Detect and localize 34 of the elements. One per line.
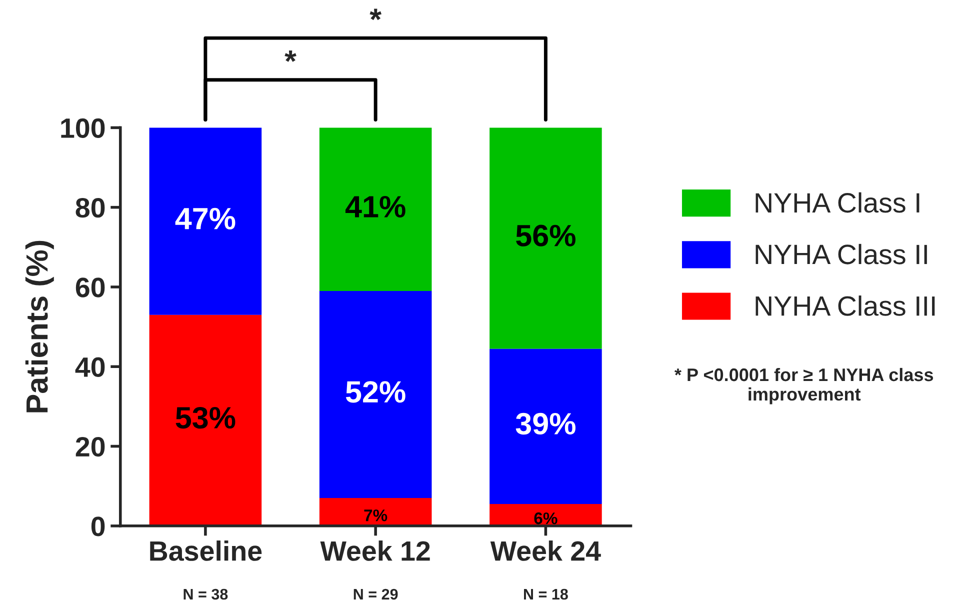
data-label: 47% xyxy=(175,208,236,230)
y-tick-label: 0 xyxy=(91,516,105,536)
data-label: 7% xyxy=(364,509,388,522)
bar xyxy=(319,128,432,291)
legend-label: NYHA Class I xyxy=(756,192,920,213)
y-tick-label: 100 xyxy=(61,118,105,138)
text: N = 38 xyxy=(184,588,228,600)
legend-label: NYHA Class III xyxy=(756,296,935,316)
bar xyxy=(149,128,262,315)
bar xyxy=(149,314,262,526)
y-tick-label: 40 xyxy=(75,357,105,377)
data-label: 53% xyxy=(176,406,236,429)
text: * xyxy=(284,50,296,62)
data-label: 6% xyxy=(534,512,558,524)
data-label: 52% xyxy=(346,381,406,403)
x-tick-label: Baseline xyxy=(150,540,262,561)
bar xyxy=(490,128,602,349)
bar xyxy=(319,290,432,498)
data-label: 39% xyxy=(516,412,576,435)
bar xyxy=(490,348,602,504)
text: * xyxy=(370,8,382,20)
bar xyxy=(319,498,432,526)
text: N = 18 xyxy=(524,588,568,600)
data-label: 56% xyxy=(516,224,576,246)
text: * P <0.0001 for ≥ 1 NYHA class improvement xyxy=(674,368,934,404)
data-label: 41% xyxy=(345,196,406,218)
legend-label: NYHA Class II xyxy=(756,244,927,264)
y-tick-label: 20 xyxy=(76,436,105,457)
text: N = 29 xyxy=(354,588,398,600)
x-tick-label: Week 24 xyxy=(490,540,601,561)
y-tick-label: 60 xyxy=(76,278,105,298)
y-tick-label: 80 xyxy=(76,198,105,218)
y-axis-title: Patients (%) xyxy=(25,240,54,412)
x-tick-label: Week 12 xyxy=(320,540,430,561)
